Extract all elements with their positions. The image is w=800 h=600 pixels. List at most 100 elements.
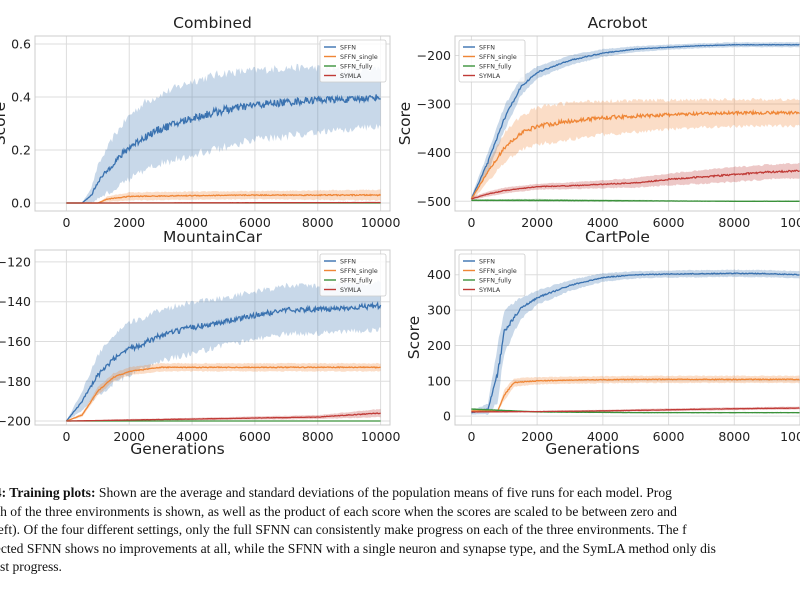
legend-label: SFFN_single [479, 54, 517, 61]
series-line-SFFN [65, 301, 382, 422]
caption-line-2: ach of the three environments is shown, … [0, 503, 677, 519]
series-line-SFFN [66, 94, 381, 204]
caption-text-1: Shown are the average and standard devia… [95, 485, 672, 500]
band-SYMLA [471, 162, 800, 201]
y-tick-label: 300 [427, 303, 451, 318]
chart-panel-0: 0 2000 4000 6000 8000 10000 0.0 0.2 0.4 0.6 Combin… [0, 14, 401, 230]
series-line-SYMLA [66, 412, 381, 422]
chart-title: CartPole [585, 228, 650, 246]
series-line-SFFN_single [66, 193, 382, 204]
y-tick-label: −160 [0, 334, 31, 349]
y-axis-label: Score [0, 102, 9, 145]
x-tick-label: 0 [62, 215, 70, 230]
band-SFFN [66, 280, 381, 421]
series-line-SFFN [471, 272, 800, 414]
band-SFFN_single [66, 362, 381, 421]
x-tick-label: 4000 [176, 429, 208, 444]
x-tick-label: 10000 [361, 429, 401, 444]
x-tick-label: 8000 [302, 215, 334, 230]
legend-label: SYMLA [340, 287, 362, 294]
caption-label: ure 4: Training plots: [0, 485, 96, 500]
series-line-SFFN_single [66, 365, 381, 422]
series-line-SFFN_single [470, 109, 800, 200]
x-tick-label: 4000 [587, 429, 619, 444]
x-tick-label: 10000 [780, 429, 800, 444]
legend-label: SFFN_fully [340, 64, 373, 71]
y-tick-label: −180 [0, 374, 31, 389]
legend: SFFN SFFN_single SFFN_fully SYMLA [319, 39, 387, 83]
y-axis-label: Score [405, 316, 423, 359]
chart-title: Acrobot [588, 14, 648, 32]
x-tick-label: 0 [467, 429, 475, 444]
x-tick-label: 8000 [302, 429, 334, 444]
legend-label: SYMLA [340, 73, 362, 80]
y-tick-label: 0 [443, 409, 451, 424]
x-tick-label: 8000 [718, 429, 750, 444]
legend-box [458, 39, 526, 83]
plot-area [471, 269, 800, 415]
legend-label: SFFN_fully [479, 278, 512, 285]
x-tick-label: 0 [467, 215, 475, 230]
plot-area [66, 63, 382, 204]
band-SFFN [66, 63, 381, 204]
plot-area [470, 42, 800, 202]
y-tick-label: 400 [427, 267, 451, 282]
legend-label: SFFN_fully [340, 278, 373, 285]
legend-box [319, 39, 387, 83]
legend-label: SFFN_fully [479, 64, 512, 71]
axes-frame [34, 35, 391, 212]
axes-frame [34, 249, 391, 426]
y-tick-label: 100 [427, 373, 451, 388]
caption-line-3: left). Of the four different settings, o… [0, 522, 687, 537]
y-tick-label: 0.6 [11, 36, 31, 51]
x-tick-label: 8000 [718, 215, 750, 230]
series-line-SYMLA [471, 169, 800, 200]
legend-label: SYMLA [479, 287, 501, 294]
y-tick-label: −120 [0, 254, 31, 269]
x-tick-label: 6000 [239, 215, 271, 230]
y-tick-label: −200 [0, 414, 31, 429]
chart-panel-2: 0 2000 4000 6000 8000 10000 −200 −180 −160 −140 −1… [0, 228, 401, 458]
chart-panel-3: 0 2000 4000 6000 8000 10000 0 100 200 300 400 CartP… [405, 228, 800, 458]
y-tick-label: 0.2 [11, 143, 31, 158]
legend-label: SFFN_single [479, 268, 517, 275]
legend-label: SFFN [479, 45, 495, 52]
chart-panel-1: 0 2000 4000 6000 8000 10000 −500 −400 −300 −200 Ac… [396, 14, 800, 230]
x-tick-label: 2000 [521, 215, 553, 230]
y-tick-label: −300 [417, 97, 451, 112]
legend: SFFN SFFN_single SFFN_fully SYMLA [458, 253, 526, 297]
figure-canvas: 0 2000 4000 6000 8000 100000.00.20.40.6Combin… [0, 14, 800, 458]
x-axis-label: Generations [545, 440, 640, 458]
legend: SFFN SFFN_single SFFN_fully SYMLA [319, 253, 387, 297]
legend-box [319, 253, 387, 297]
series-line-SYMLA [471, 407, 800, 413]
legend-label: SFFN [340, 45, 356, 52]
band-SFFN_single [66, 189, 381, 203]
chart-title: MountainCar [163, 228, 263, 246]
x-tick-label: 2000 [113, 429, 145, 444]
series-line-SFFN_fully [471, 199, 800, 202]
caption-line-1: ure 4: Training plots: Shown are the ave… [0, 484, 772, 503]
y-tick-label: 0.4 [11, 89, 31, 104]
legend-label: SFFN [340, 259, 356, 266]
plot-area [65, 280, 382, 422]
x-tick-label: 10000 [780, 215, 800, 230]
figure-caption: ure 4: Training plots: Shown are the ave… [0, 484, 800, 577]
y-tick-label: −500 [417, 194, 451, 209]
y-tick-label: −200 [417, 48, 451, 63]
y-tick-label: −400 [417, 145, 451, 160]
x-tick-label: 0 [62, 429, 70, 444]
y-axis-label: Score [396, 102, 414, 145]
y-tick-label: 0.0 [11, 196, 31, 211]
legend: SFFN SFFN_single SFFN_fully SYMLA [458, 39, 526, 83]
legend-label: SFFN_single [340, 54, 378, 61]
x-tick-label: 4000 [176, 215, 208, 230]
series-line-SFFN_single [471, 378, 800, 412]
x-tick-label: 6000 [653, 215, 685, 230]
series-line-SFFN [470, 43, 800, 200]
legend-label: SFFN [479, 259, 495, 266]
legend-label: SFFN_single [340, 268, 378, 275]
axes-frame [454, 35, 800, 212]
chart-title: Combined [173, 14, 252, 32]
x-tick-label: 6000 [653, 429, 685, 444]
